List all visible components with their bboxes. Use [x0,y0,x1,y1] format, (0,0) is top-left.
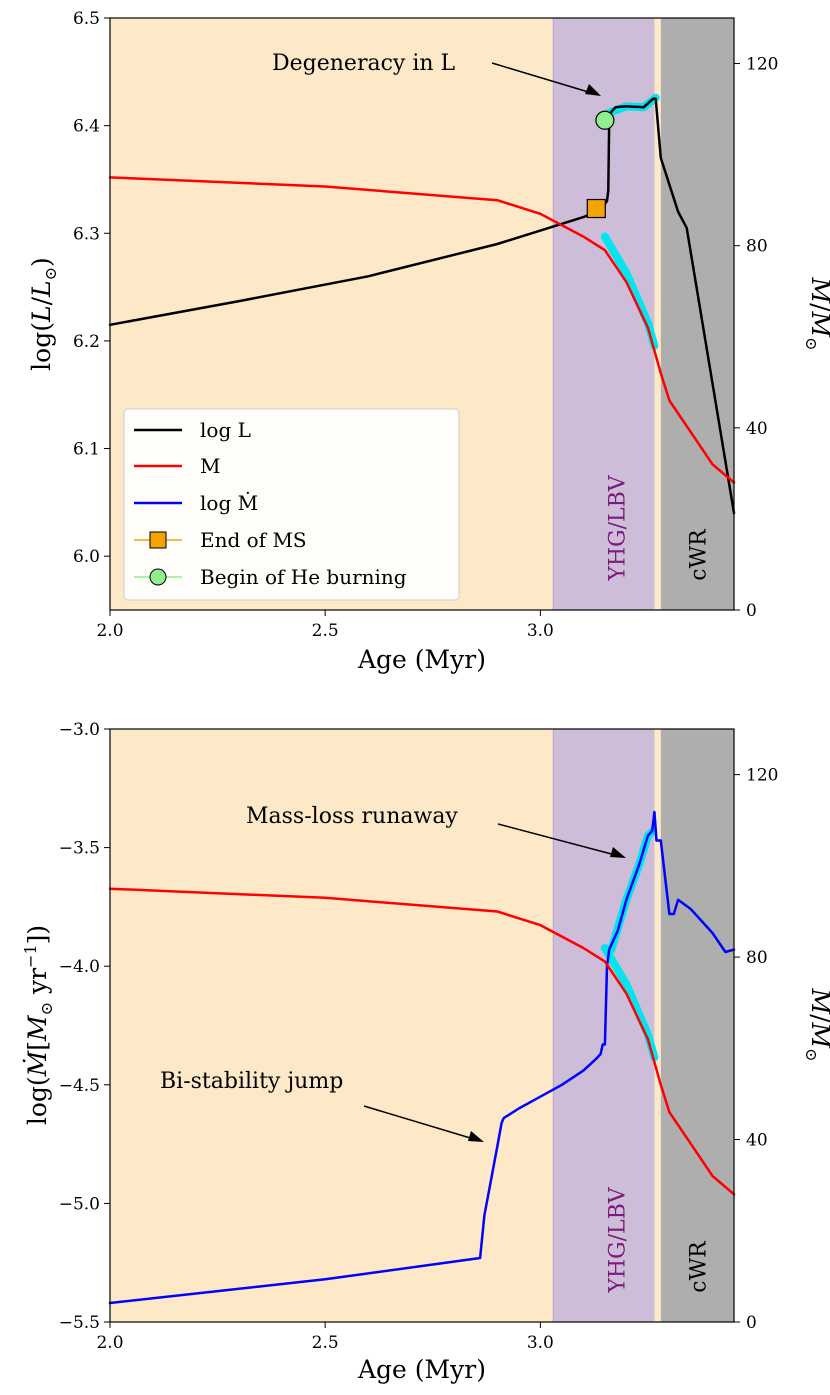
y-tick-label: 6.4 [73,117,100,137]
legend-marker-he [149,568,167,586]
legend-label-logL: log L [200,418,251,442]
series-m-highlight [600,232,659,350]
top-legend: log L M log Ṁ End of MS Begin of He burn… [123,408,460,601]
series-m-line [108,887,736,1196]
x-tick-label: 2.5 [312,621,339,641]
marker-begin-he-burning [595,110,615,130]
bottom-annotation-runaway-arrowhead [610,847,626,858]
top-annotation-arrow [491,62,596,95]
bottom-plot-frame [109,728,735,1323]
bottom-cwr-label: cWR [686,1240,711,1293]
top-annotation-degeneracy: Degeneracy in L [272,51,456,76]
bottom-annotation-bistability-arrow [363,1105,478,1141]
bottom-annotation-bistability-arrowhead [468,1131,484,1142]
bottom-xlabel: Age (Myr) [357,1355,486,1384]
y-tick-label: 6.3 [73,224,100,244]
top-yhg-label: YHG/LBV [605,474,630,581]
y-tick-label: 6.1 [73,440,100,460]
bottom-yhg-region [553,729,655,1322]
top-annotation-arrowhead [585,84,601,96]
series-log--line [108,810,736,1305]
y-right-tick-label: 120 [746,55,778,75]
legend-label-endms: End of MS [200,528,307,552]
series-m-highlight [600,944,659,1062]
top-ylabel: log(L/L⊙) [27,257,60,371]
bottom-ylabel-right: M/M⊙ [802,987,830,1061]
y-right-tick-label: 80 [746,237,768,257]
y-tick-label: 6.5 [73,9,100,29]
x-tick-label: 2.0 [96,1333,123,1353]
x-tick-label: 3.0 [527,1333,554,1353]
bottom-annotation-bistability: Bi-stability jump [160,1069,343,1094]
y-tick-label: −4.0 [59,957,100,977]
y-tick-label: −3.0 [59,720,100,740]
y-right-tick-label: 40 [746,1131,768,1151]
x-tick-label: 2.0 [96,621,123,641]
top-xlabel: Age (Myr) [357,645,486,674]
y-right-tick-label: 120 [746,766,778,786]
y-tick-label: −5.0 [59,1194,100,1214]
legend-marker-endms [149,531,167,549]
top-plot-frame [109,17,735,611]
y-tick-label: −3.5 [59,839,100,859]
y-right-tick-label: 40 [746,419,768,439]
bottom-panel: YHG/LBV cWR 2.0 2.5 3.0 −5.5 −5.0 −4.5 −4.0 −3.… [21,720,830,1384]
legend-label-mdot: log Ṁ [200,491,258,515]
legend-box [123,408,460,601]
bottom-ylabel: log(Ṁ[M⊙ yr−1]) [21,925,56,1125]
series-log-l-line [108,97,736,515]
top-cwr-label: cWR [686,528,711,581]
x-tick-label: 2.5 [312,1333,339,1353]
top-panel: YHG/LBV cWR 2.0 2.5 3.0 6.0 6.1 6.2 6.3 6.4 6.5 0… [27,9,830,674]
top-cwr-region [660,18,734,610]
bottom-annotation-runaway-arrow [497,823,620,857]
marker-end-of-ms [586,198,606,219]
bottom-cwr-region [660,729,734,1322]
y-tick-label: −4.5 [59,1076,100,1096]
top-ticks: 2.0 2.5 3.0 6.0 6.1 6.2 6.3 6.4 6.5 0 40 80 120 [73,9,779,641]
x-tick-label: 3.0 [527,621,554,641]
bottom-yhg-label: YHG/LBV [605,1186,630,1293]
top-lines [108,93,736,515]
bottom-lines [108,810,736,1305]
y-tick-label: −5.5 [59,1313,100,1333]
bottom-ticks: 2.0 2.5 3.0 −5.5 −5.0 −4.5 −4.0 −3.5 −3.0 0 40 80 12… [59,720,779,1353]
legend-label-M: M [200,454,220,478]
y-tick-label: 6.2 [73,332,100,352]
y-right-tick-label: 80 [746,948,768,968]
y-right-tick-label: 0 [746,601,757,621]
bottom-annotation-runaway: Mass-loss runaway [246,804,458,829]
y-right-tick-label: 0 [746,1313,757,1333]
series-m-line [108,176,736,484]
y-tick-label: 6.0 [73,547,100,567]
legend-label-he: Begin of He burning [200,565,407,589]
top-ylabel-right: M/M⊙ [802,276,830,350]
